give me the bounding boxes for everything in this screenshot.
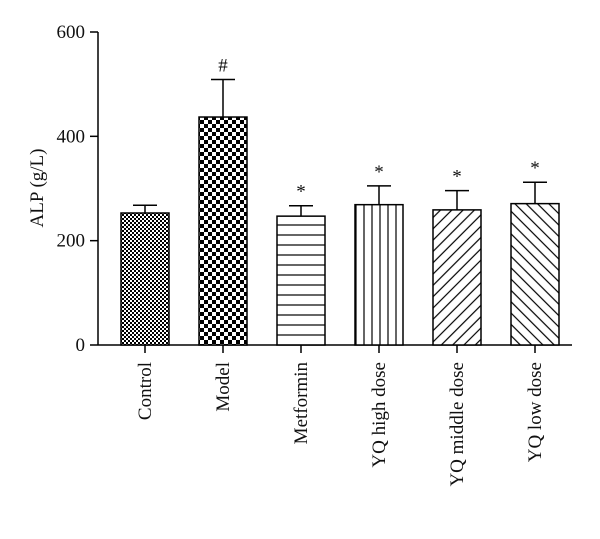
- y-tick-label: 400: [57, 126, 86, 147]
- x-tick-label: Metformin: [291, 362, 312, 445]
- bar: [276, 215, 326, 346]
- x-tick-label: YQ low dose: [525, 362, 546, 462]
- y-axis-title: ALP (g/L): [27, 149, 48, 228]
- significance-marker: *: [296, 182, 306, 203]
- bar: [120, 212, 170, 346]
- x-tick-label: YQ middle dose: [447, 362, 468, 487]
- x-tick-label: YQ high dose: [369, 362, 390, 468]
- y-tick-label: 200: [57, 231, 86, 252]
- significance-marker: *: [452, 167, 462, 188]
- significance-marker: #: [218, 55, 228, 76]
- bar: [510, 202, 560, 346]
- significance-marker: *: [530, 158, 540, 179]
- category-labels-group: Control Model Metformin YQ high dose YQ midd…: [135, 362, 546, 487]
- x-tick-label: Model: [213, 362, 234, 412]
- y-tick-label: 600: [57, 22, 86, 43]
- bars-group: [120, 116, 560, 346]
- error-bars-group: [133, 78, 547, 217]
- annotations-group: # * * * *: [218, 55, 540, 202]
- x-axis: [98, 344, 572, 353]
- x-tick-label: Control: [135, 362, 156, 420]
- bar: [354, 203, 404, 346]
- bar: [198, 116, 248, 346]
- y-tick-label: 0: [76, 335, 86, 356]
- bar: [432, 209, 482, 346]
- significance-marker: *: [374, 162, 384, 183]
- y-axis: 0 200 400 600: [57, 22, 99, 356]
